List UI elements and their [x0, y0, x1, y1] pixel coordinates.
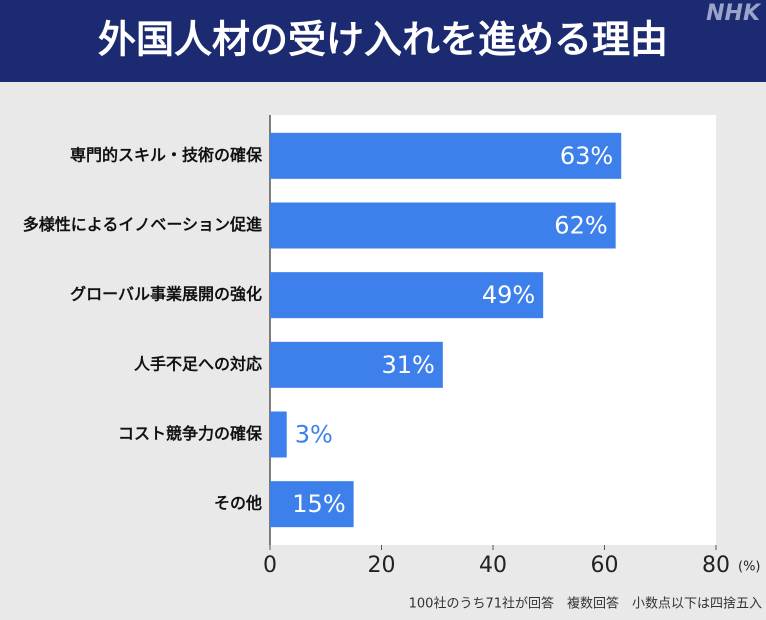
- value-label: 3%: [295, 421, 333, 449]
- bar: [270, 272, 544, 319]
- logo: NHK: [706, 1, 762, 26]
- y-tick-label: その他: [214, 494, 262, 513]
- x-tick-label: 40: [479, 553, 507, 578]
- y-tick-label: コスト競争力の確保: [118, 424, 263, 443]
- y-tick-label: 多様性によるイノベーション促進: [23, 215, 262, 234]
- value-label: 15%: [292, 490, 345, 518]
- value-label: 49%: [482, 281, 535, 309]
- bar: [270, 411, 287, 458]
- value-label: 31%: [381, 351, 434, 379]
- bar: [270, 341, 443, 388]
- x-tick-label: 20: [368, 553, 396, 578]
- footnote: 100社のうち71社が回答 複数回答 小数点以下は四捨五入: [409, 596, 762, 612]
- chart-title: 外国人材の受け入れを進める理由: [98, 18, 668, 62]
- x-tick-label: 80: [702, 553, 730, 578]
- x-tick-label: 60: [591, 553, 619, 578]
- bar: [270, 132, 622, 179]
- y-tick-label: グローバル事業展開の強化: [70, 285, 262, 304]
- bar: [270, 481, 354, 528]
- title-banner: [0, 0, 766, 82]
- y-tick-label: 人手不足への対応: [134, 354, 262, 373]
- value-label: 62%: [554, 212, 607, 240]
- x-axis-unit: (%): [738, 560, 761, 575]
- y-tick-label: 専門的スキル・技術の確保: [70, 145, 263, 164]
- x-tick-label: 0: [263, 553, 277, 578]
- plot-area: [270, 115, 716, 545]
- bar: [270, 202, 616, 249]
- value-label: 63%: [560, 142, 613, 170]
